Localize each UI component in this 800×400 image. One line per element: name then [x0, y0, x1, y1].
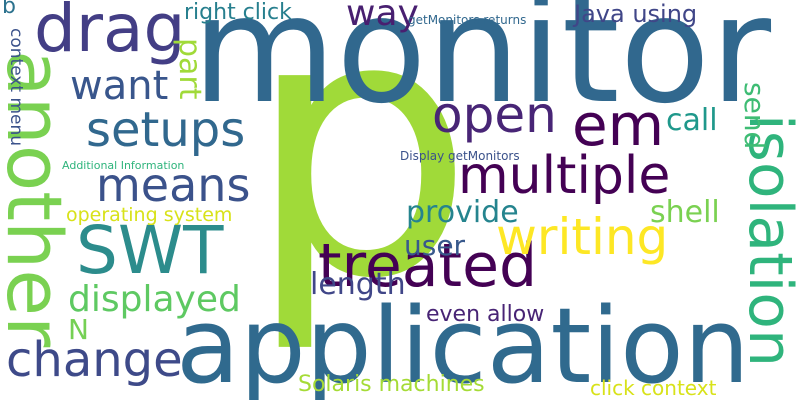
word-drag: drag	[34, 0, 186, 67]
word-getmonitors-returns: getMonitors returns	[408, 13, 527, 27]
word-java-using: Java using	[574, 0, 698, 28]
word-way: way	[346, 0, 419, 34]
word-multiple: multiple	[458, 146, 671, 206]
word-display-getmonitors: Display getMonitors	[400, 149, 520, 163]
word-n: N	[68, 313, 89, 346]
word-b-left: b	[2, 0, 16, 19]
word-length: length	[310, 267, 406, 302]
word-operating-system: operating system	[66, 204, 233, 226]
word-setups: setups	[86, 102, 246, 158]
word-isolation: isolation	[735, 114, 800, 368]
word-provide: provide	[406, 195, 519, 230]
word-open: open	[432, 86, 557, 144]
word-monitor: monitor	[192, 0, 772, 136]
word-user: user	[404, 229, 466, 262]
word-em: em	[572, 91, 665, 159]
word-swt: SWT	[76, 212, 224, 289]
word-send: send	[738, 82, 771, 150]
word-even-allow: even allow	[426, 302, 545, 327]
word-application: application	[176, 285, 750, 400]
word-change: change	[6, 332, 183, 388]
word-p: p	[246, 0, 475, 357]
word-context-menu: context menu	[6, 28, 26, 147]
word-solaris-machines: Solaris machines	[298, 372, 485, 397]
word-treated: treated	[318, 231, 538, 301]
word-right-click: right click	[184, 0, 292, 25]
word-click-context: click context	[590, 376, 717, 400]
word-displayed: displayed	[68, 279, 241, 320]
word-call: call	[666, 103, 718, 138]
word-means: means	[96, 158, 251, 212]
word-shell: shell	[650, 195, 720, 230]
word-want: want	[70, 63, 169, 109]
word-part: part	[172, 38, 207, 100]
word-additional-information: Additional Information	[62, 159, 185, 172]
word-writing: writing	[496, 208, 669, 266]
